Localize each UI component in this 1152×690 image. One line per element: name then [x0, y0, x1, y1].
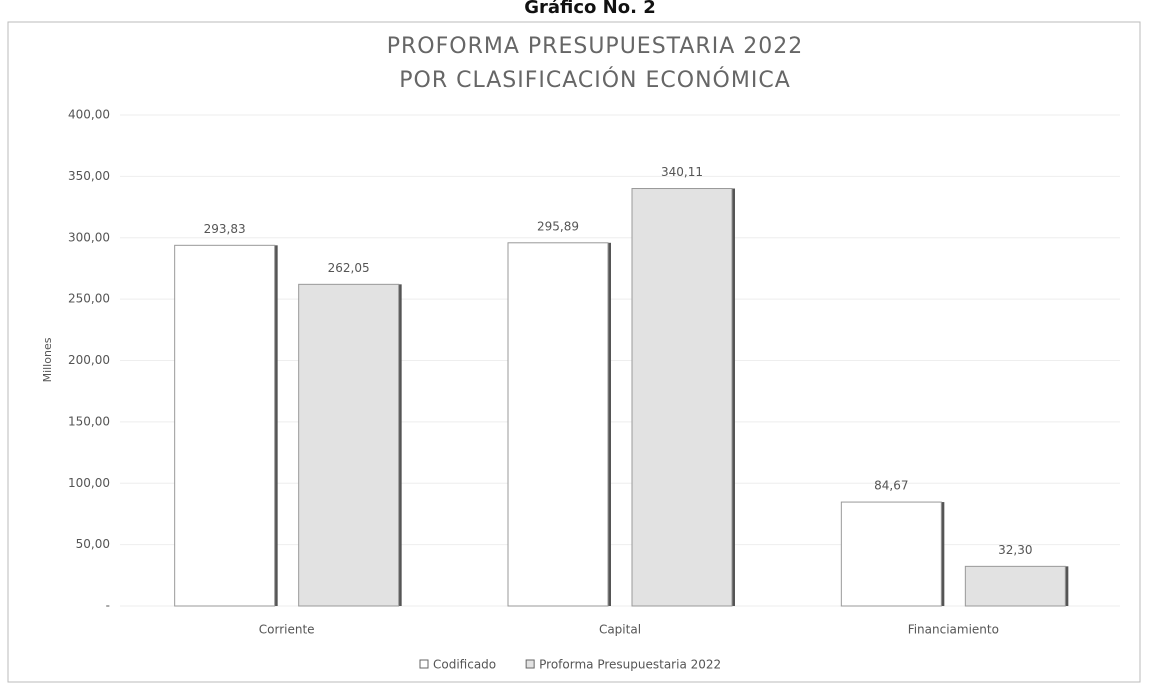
data-label: 295,89 [537, 219, 579, 233]
y-axis-label: Millones [41, 337, 54, 382]
data-label: 32,30 [998, 543, 1032, 557]
bar [298, 283, 400, 607]
bar [631, 188, 733, 607]
x-tick-label: Corriente [259, 623, 315, 637]
bar-shadow [1063, 566, 1069, 606]
bar [174, 244, 276, 607]
data-label: 84,67 [874, 479, 908, 493]
y-tick-label: 50,00 [76, 537, 110, 551]
chart-subtitle: POR CLASIFICACIÓN ECONÓMICA [399, 67, 791, 93]
y-tick-label: 300,00 [68, 230, 110, 244]
y-tick-label: 100,00 [68, 476, 110, 490]
y-tick-label: 250,00 [68, 292, 110, 306]
y-tick-label: - [106, 599, 110, 613]
heading: Gráfico No. 2 [524, 0, 656, 18]
data-label: 340,11 [661, 165, 703, 179]
data-label: 293,83 [204, 222, 246, 236]
chart-title: PROFORMA PRESUPUESTARIA 2022 [387, 34, 804, 59]
chart-border [7, 21, 1141, 683]
y-tick-label: 150,00 [68, 414, 110, 428]
legend-swatch [419, 659, 429, 669]
y-tick-label: 400,00 [68, 108, 110, 122]
y-tick-label: 200,00 [68, 353, 110, 367]
legend-label: Proforma Presupuestaria 2022 [539, 658, 721, 672]
bar [840, 501, 942, 607]
y-tick-label: 350,00 [68, 169, 110, 183]
bar [964, 565, 1066, 607]
legend-swatch [525, 659, 535, 669]
legend-label: Codificado [433, 658, 496, 672]
x-tick-label: Financiamiento [908, 623, 999, 637]
x-tick-label: Capital [599, 623, 641, 637]
data-label: 262,05 [328, 261, 370, 275]
bar [507, 242, 609, 607]
